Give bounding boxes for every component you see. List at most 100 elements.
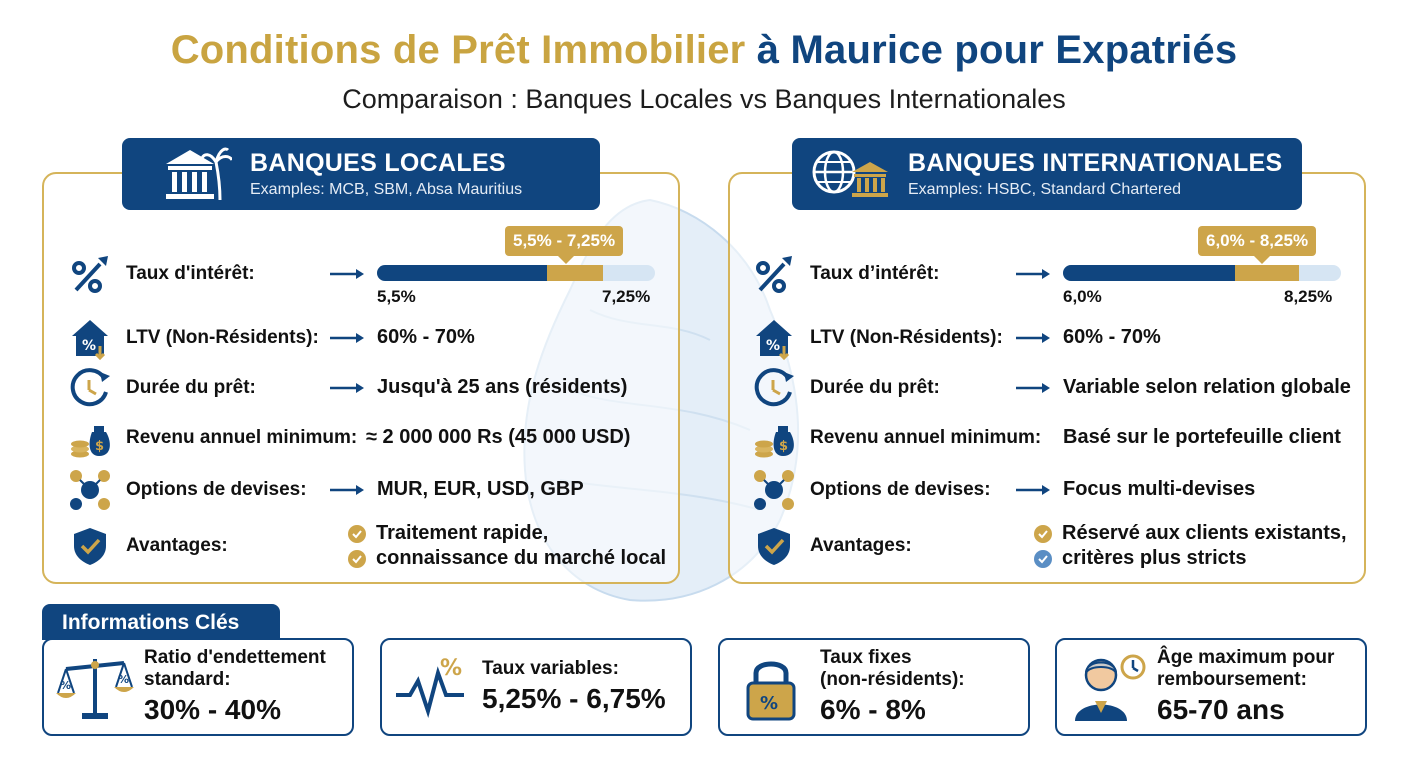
intl-advantage-item: critères plus stricts [1034, 546, 1347, 571]
local-advantages-row: Avantages: [68, 524, 228, 568]
local-banks-header: BANQUES LOCALES Examples: MCB, SBM, Absa… [122, 138, 600, 210]
local-rate-max: 7,25% [602, 287, 651, 306]
local-duration-value: Jusqu'à 25 ans (résidents) [377, 376, 628, 398]
clock-icon [70, 368, 110, 407]
key-info-title: Informations Clés [42, 604, 280, 640]
local-rate-row: Taux d'intérêt: [68, 252, 255, 296]
arrow-icon [1016, 383, 1050, 393]
local-rate-bar [377, 265, 655, 281]
money-bag-icon: $ [755, 426, 794, 458]
shield-check-icon [758, 528, 790, 565]
title-part-2: à Maurice pour Expatriés [756, 28, 1238, 72]
local-rate-bar-base [377, 265, 547, 281]
local-ltv-value: 60% - 70% [377, 326, 475, 348]
intl-duration-row: Durée du prêt: [752, 366, 940, 410]
local-banks-title: BANQUES LOCALES [250, 149, 506, 177]
key-info-card-variable-rates: % Taux variables: 5,25% - 6,75% [380, 638, 692, 736]
local-rate-bar-range [547, 265, 603, 281]
house-percent-icon: % [756, 320, 792, 360]
intl-rate-badge-tip [1254, 256, 1270, 264]
svg-text:$: $ [95, 439, 104, 454]
local-income-row: $ Revenu annuel minimum: [68, 416, 357, 460]
intl-advantages-row: Avantages: [752, 524, 912, 568]
money-bag-icon: $ [71, 426, 110, 458]
intl-currency-value: Focus multi-devises [1063, 478, 1256, 500]
pulse-percent-icon: % [396, 656, 464, 719]
local-ltv-label: LTV (Non-Résidents): [126, 327, 319, 348]
local-income-label: Revenu annuel minimum: [126, 427, 358, 448]
key-info-label: remboursement: [1157, 669, 1307, 690]
percent-trend-icon [756, 256, 792, 293]
local-rate-badge-tip [558, 256, 574, 264]
local-income-value: ≈ 2 000 000 Rs (45 000 USD) [366, 426, 631, 448]
house-percent-icon: % [72, 320, 108, 360]
key-info-card-fixed-rates: % Taux fixes (non-résidents): 6% - 8% [718, 638, 1030, 736]
clock-icon [754, 368, 794, 407]
currency-exchange-icon [754, 470, 794, 510]
key-info-card-max-age: Âge maximum pour remboursement: 65-70 an… [1055, 638, 1367, 736]
key-info-label: Taux variables: [482, 658, 619, 679]
local-advantages-list: Traitement rapide, connaissance du march… [348, 521, 666, 571]
intl-currency-row: Options de devises: [752, 468, 991, 512]
svg-text:$: $ [779, 439, 788, 454]
key-info-value: 30% - 40% [144, 694, 281, 725]
local-rate-min: 5,5% [377, 287, 416, 306]
arrow-icon [1016, 269, 1050, 279]
key-info-label: Ratio d'endettement [144, 647, 326, 668]
bank-palm-icon [166, 147, 232, 201]
intl-ltv-label: LTV (Non-Résidents): [810, 327, 1003, 348]
currency-exchange-icon [70, 470, 110, 510]
intl-rate-bar-range [1235, 265, 1299, 281]
local-currency-row: Options de devises: [68, 468, 307, 512]
local-advantage-item: Traitement rapide, [348, 521, 666, 546]
local-advantages-label: Avantages: [126, 535, 228, 556]
page-subtitle: Comparaison : Banques Locales vs Banques… [342, 84, 1066, 114]
intl-rate-row: Taux d’intérêt: [752, 252, 940, 296]
intl-income-row: $ Revenu annuel minimum: [752, 416, 1041, 460]
svg-text:%: % [82, 338, 96, 354]
check-icon [1034, 524, 1052, 543]
local-advantage-item: connaissance du marché local [348, 546, 666, 571]
local-banks-examples: Examples: MCB, SBM, Absa Mauritius [250, 181, 523, 198]
intl-income-value: Basé sur le portefeuille client [1063, 426, 1341, 448]
arrow-icon [1016, 485, 1050, 495]
arrow-icon [330, 269, 364, 279]
intl-duration-value: Variable selon relation globale [1063, 376, 1351, 398]
page-title: Conditions de Prêt Immobilier à Maurice … [0, 28, 1408, 73]
intl-rate-bar-base [1063, 265, 1235, 281]
svg-text:%: % [760, 693, 778, 714]
local-currency-value: MUR, EUR, USD, GBP [377, 478, 584, 500]
intl-rate-bar [1063, 265, 1341, 281]
svg-text:%: % [60, 679, 71, 692]
intl-ltv-value: 60% - 70% [1063, 326, 1161, 348]
title-part-1: Conditions de Prêt Immobilier [170, 28, 746, 72]
local-duration-row: Durée du prêt: [68, 366, 256, 410]
international-banks-title: BANQUES INTERNATIONALES [908, 149, 1283, 177]
intl-rate-label: Taux d’intérêt: [810, 263, 940, 284]
shield-check-icon [74, 528, 106, 565]
scale-icon: % % [56, 659, 134, 719]
intl-rate-max: 8,25% [1284, 287, 1333, 306]
international-banks-header: BANQUES INTERNATIONALES Examples: HSBC, … [792, 138, 1302, 210]
key-info-value: 65-70 ans [1157, 694, 1285, 725]
key-info-value: 5,25% - 6,75% [482, 683, 666, 714]
key-info-label: Âge maximum pour [1157, 647, 1335, 668]
local-duration-label: Durée du prêt: [126, 377, 256, 398]
intl-duration-label: Durée du prêt: [810, 377, 940, 398]
key-info-card-debt-ratio: % % Ratio d'endettement standard: 30% - … [42, 638, 354, 736]
intl-rate-badge: 6,0% - 8,25% [1198, 226, 1317, 256]
senior-clock-icon [1075, 654, 1146, 721]
intl-ltv-row: % LTV (Non-Résidents): [752, 316, 1003, 360]
check-icon [1034, 549, 1052, 568]
svg-text:%: % [118, 673, 129, 686]
svg-text:%: % [766, 338, 780, 354]
svg-text:%: % [440, 656, 462, 681]
check-icon [348, 549, 366, 568]
lock-percent-icon: % [746, 661, 796, 721]
local-currency-label: Options de devises: [126, 479, 307, 500]
intl-income-label: Revenu annuel minimum: [810, 427, 1042, 448]
intl-rate-min: 6,0% [1063, 287, 1102, 306]
key-info-label: (non-résidents): [820, 669, 965, 690]
arrow-icon [330, 485, 364, 495]
intl-advantages-list: Réservé aux clients existants, critères … [1034, 521, 1347, 571]
